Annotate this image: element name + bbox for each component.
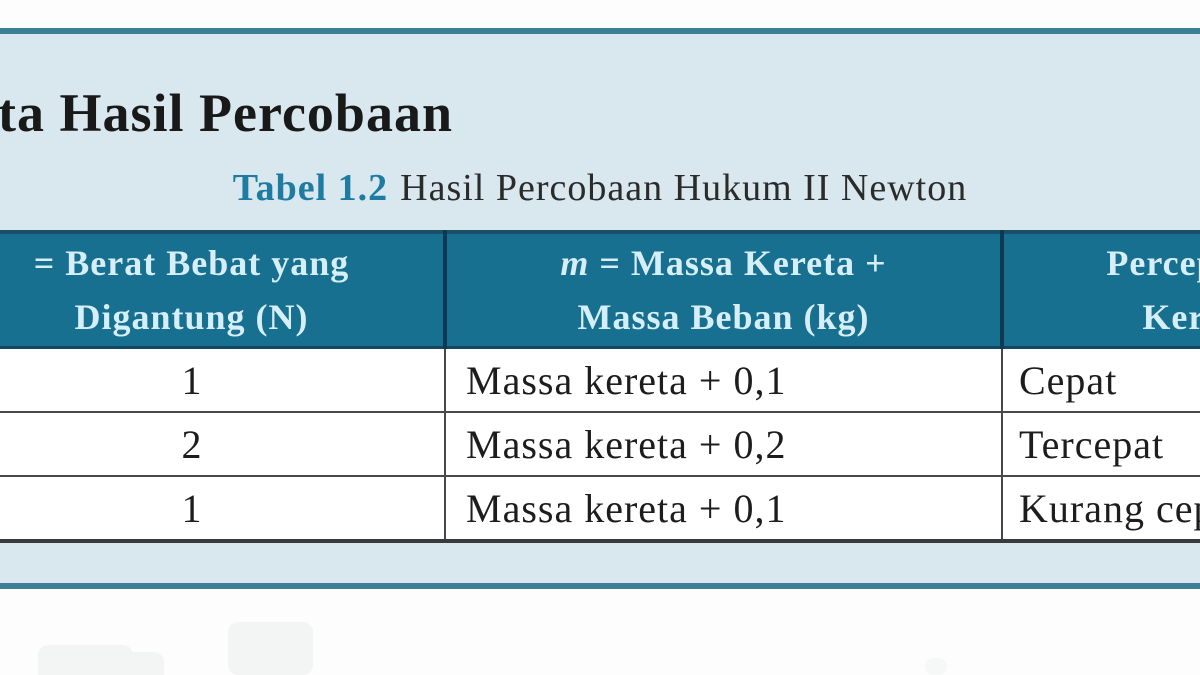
experiment-results-table: = Berat Bebat yang Digantung (N) m = Mas…	[0, 230, 1200, 543]
section-heading: ta Hasil Percobaan	[0, 83, 453, 143]
cell-acceleration: Cepat	[1001, 346, 1200, 413]
table-caption: Tabel 1.2 Hasil Percobaan Hukum II Newton	[0, 166, 1200, 210]
faint-scan-artifact	[38, 645, 133, 675]
cell-mass: Massa kereta + 0,2	[444, 411, 1003, 477]
column-header-massa: m = Massa Kereta + Massa Beban (kg)	[445, 230, 1004, 349]
column-header-berat-beban: = Berat Bebat yang Digantung (N)	[0, 230, 447, 349]
column-header-line: = Berat Bebat yang	[33, 243, 350, 283]
table-row: 2 Massa kereta + 0,2 Tercepat	[0, 411, 1200, 477]
faint-scan-artifact	[925, 658, 947, 675]
faint-scan-artifact	[228, 622, 313, 675]
math-symbol-m: m	[560, 243, 590, 283]
column-header-line: Percepatan	[1106, 243, 1200, 283]
column-header-percepatan: Percepatan Kereta	[1002, 230, 1200, 349]
content-panel: ta Hasil Percobaan Tabel 1.2 Hasil Percob…	[0, 28, 1200, 589]
table-row: 1 Massa kereta + 0,1 Kurang cepat	[0, 475, 1200, 543]
cell-weight: 1	[0, 475, 446, 543]
column-header-line: Digantung (N)	[74, 297, 309, 337]
cell-mass: Massa kereta + 0,1	[444, 475, 1003, 543]
faint-scan-artifact	[122, 652, 164, 675]
table-row: 1 Massa kereta + 0,1 Cepat	[0, 346, 1200, 413]
cell-weight: 1	[0, 346, 446, 413]
table-caption-title: Hasil Percobaan Hukum II Newton	[400, 167, 968, 209]
table-caption-label: Tabel 1.2	[232, 167, 389, 209]
cell-mass: Massa kereta + 0,1	[444, 346, 1003, 413]
table-header-row: = Berat Bebat yang Digantung (N) m = Mas…	[0, 230, 1200, 349]
cell-acceleration: Tercepat	[1001, 411, 1200, 477]
column-header-line: m = Massa Kereta +	[447, 236, 1000, 290]
column-header-line: Kereta	[1142, 297, 1200, 337]
column-header-line: Massa Beban (kg)	[577, 297, 870, 337]
cell-acceleration: Kurang cepat	[1001, 475, 1200, 543]
column-header-text: = Massa Kereta +	[589, 243, 887, 283]
cell-weight: 2	[0, 411, 446, 477]
